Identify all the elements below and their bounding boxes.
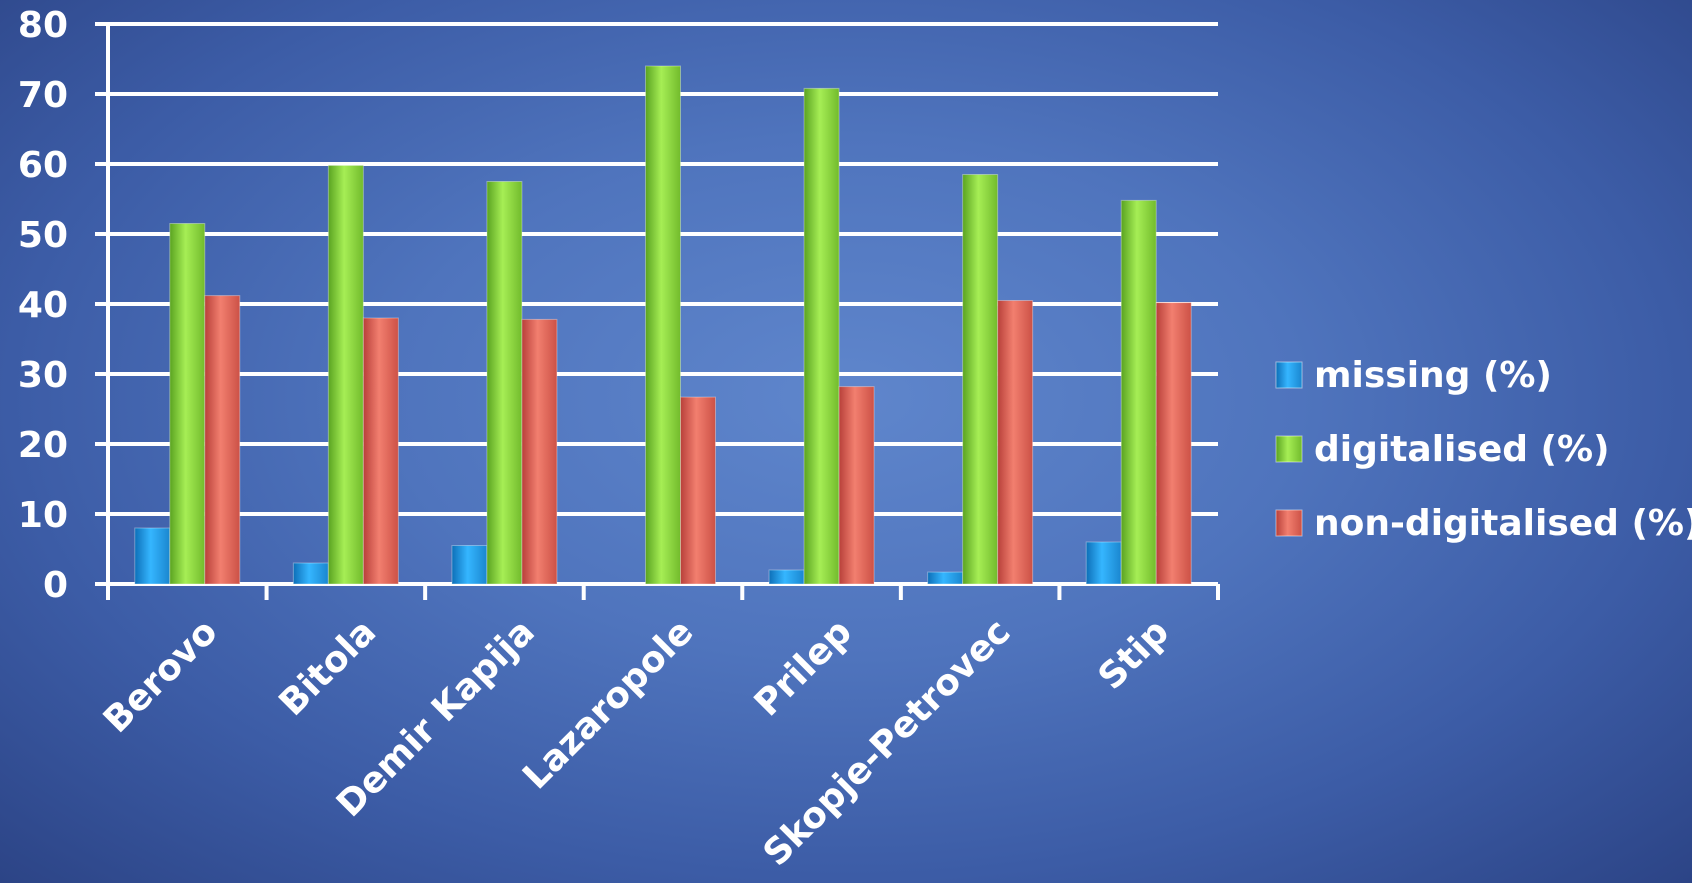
legend-label: digitalised (%) [1314,429,1610,470]
bar-missing-stip [1086,542,1121,584]
bar-non-digitalised-bitola [363,318,398,584]
y-tick-label: 0 [43,565,68,606]
x-category-label: Bitola [272,611,385,724]
bar-digitalised-stip [1121,200,1156,584]
y-tick-label: 30 [18,355,68,396]
bar-digitalised-skopje-petrovec [963,175,998,585]
bar-digitalised-demir-kapija [487,182,522,585]
y-tick-label: 60 [18,145,68,186]
legend-label: non-digitalised (%) [1314,503,1692,544]
bar-digitalised-prilep [804,88,839,584]
y-tick-label: 10 [18,495,68,536]
legend: missing (%) digitalised (%) non-digitalise… [1276,355,1692,544]
bar-digitalised-lazaropole [646,66,681,584]
bar-non-digitalised-demir-kapija [522,319,557,584]
legend-swatch [1276,510,1302,536]
legend-label: missing (%) [1314,355,1552,396]
bar-missing-bitola [293,563,328,584]
bar-digitalised-berovo [170,224,205,585]
bar-non-digitalised-skopje-petrovec [998,301,1033,585]
x-category-label: Berovo [96,611,226,741]
x-category-label: Prilep [747,611,860,724]
y-tick-label: 80 [18,5,68,46]
bar-missing-demir-kapija [452,546,487,585]
bar-missing-skopje-petrovec [928,572,963,584]
y-tick-label: 20 [18,425,68,466]
legend-swatch [1276,362,1302,388]
bar-non-digitalised-prilep [839,387,874,584]
x-category-label: Lazaropole [515,611,701,797]
bar-digitalised-bitola [328,165,363,584]
bars [135,66,1191,584]
y-tick-label: 50 [18,215,68,256]
y-tick-label: 70 [18,75,68,116]
bar-missing-berovo [135,528,170,584]
y-tick-label: 40 [18,285,68,326]
bar-non-digitalised-berovo [205,296,240,584]
bar-non-digitalised-stip [1156,303,1191,584]
bar-non-digitalised-lazaropole [681,397,716,584]
x-category-label: Stip [1091,611,1177,697]
bar-missing-prilep [769,570,804,584]
legend-swatch [1276,436,1302,462]
